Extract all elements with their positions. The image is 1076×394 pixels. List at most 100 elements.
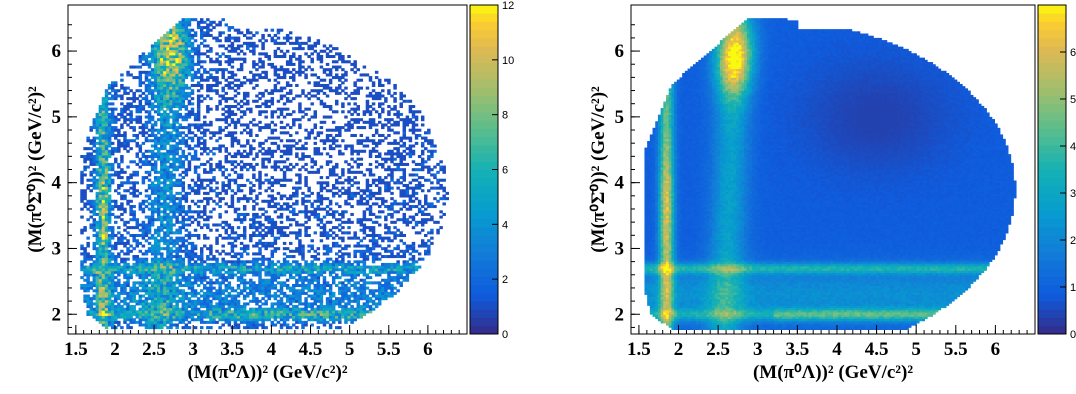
heat-cell	[144, 149, 149, 153]
heat-cell	[279, 110, 284, 114]
heat-cell	[310, 278, 314, 282]
heat-cell	[150, 233, 155, 238]
heat-cell	[301, 326, 305, 330]
heat-cell	[313, 249, 318, 253]
heat-cell	[135, 320, 139, 324]
heat-cell	[169, 291, 173, 295]
heat-cell	[246, 102, 250, 106]
heat-cell	[319, 218, 324, 222]
heat-cell	[307, 294, 311, 298]
heat-cell	[196, 68, 201, 72]
heat-cell	[212, 312, 216, 316]
heat-cell	[117, 278, 121, 282]
heat-cell	[141, 299, 146, 303]
heat-cell	[301, 70, 305, 74]
heat-cell	[288, 294, 293, 298]
heat-cell	[224, 315, 228, 319]
heat-cell	[227, 57, 232, 61]
heat-cell	[230, 297, 235, 301]
heat-cell	[123, 283, 127, 288]
heat-cell	[104, 91, 109, 95]
heat-cell	[310, 239, 314, 243]
heat-cell	[279, 207, 284, 211]
heat-cell	[322, 186, 327, 190]
heat-cell	[215, 302, 219, 306]
heat-cell	[295, 281, 299, 285]
heat-cell	[261, 126, 265, 130]
heat-cell	[104, 283, 109, 288]
heat-cell	[292, 118, 296, 122]
heat-cell	[236, 28, 241, 32]
heat-cell	[190, 265, 195, 269]
heat-cell	[276, 247, 281, 251]
heat-cell	[264, 247, 268, 251]
heat-cell	[301, 283, 305, 288]
heat-cell	[101, 239, 106, 243]
heat-cell	[199, 268, 204, 272]
heat-cell	[196, 265, 201, 269]
heat-cell	[169, 226, 173, 230]
heat-cell	[184, 68, 189, 72]
heat-cell	[246, 252, 250, 256]
heat-cell	[249, 189, 253, 193]
heat-cell	[178, 268, 182, 272]
heat-cell	[252, 207, 256, 211]
heat-cell	[249, 291, 253, 295]
heat-cell	[181, 47, 186, 51]
heat-cell	[288, 223, 293, 227]
heat-cell	[80, 247, 84, 251]
heat-cell	[95, 149, 100, 153]
heat-cell	[282, 41, 287, 45]
heat-cell	[138, 265, 143, 269]
heat-cell	[310, 170, 314, 174]
heat-cell	[166, 297, 170, 301]
heat-cell	[187, 286, 192, 290]
heat-cell	[160, 310, 164, 314]
heat-cell	[123, 262, 127, 266]
heat-cell	[304, 307, 308, 311]
heat-cell	[328, 189, 333, 193]
heat-cell	[160, 81, 164, 85]
heat-cell	[153, 310, 158, 314]
heat-cell	[150, 312, 155, 316]
heat-cell	[117, 186, 121, 190]
heat-cell	[123, 276, 127, 280]
heat-cell	[129, 299, 133, 303]
heat-cell	[126, 273, 130, 277]
heat-cell	[153, 65, 158, 69]
heat-cell	[86, 178, 90, 182]
heat-cell	[169, 315, 173, 319]
heat-cell	[144, 55, 149, 59]
heat-cell	[175, 152, 179, 156]
heat-cell	[249, 318, 253, 322]
heat-cell	[135, 189, 139, 193]
heat-cell	[295, 260, 299, 264]
heat-cell	[221, 70, 225, 74]
heat-cell	[184, 218, 189, 222]
heat-cell	[264, 241, 268, 245]
heat-cell	[157, 268, 161, 272]
heat-cell	[242, 302, 247, 306]
heat-cell	[160, 41, 164, 45]
heat-cell	[304, 52, 308, 56]
heat-cell	[325, 205, 330, 209]
heat-cell	[163, 162, 167, 166]
heat-cell	[261, 160, 265, 164]
heat-cell	[144, 102, 149, 106]
heat-cell	[227, 226, 232, 230]
heat-cell	[163, 197, 167, 201]
heat-cell	[126, 220, 130, 224]
heat-cell	[221, 220, 225, 224]
heat-cell	[221, 302, 225, 306]
heat-cell	[110, 118, 115, 122]
heat-cell	[328, 286, 333, 290]
heat-cell	[230, 318, 235, 322]
heat-cell	[181, 20, 186, 24]
heat-cell	[258, 323, 262, 327]
heat-cell	[104, 231, 109, 235]
heat-cell	[104, 265, 109, 269]
heat-cell	[288, 268, 293, 272]
heat-cell	[160, 268, 164, 272]
heat-cell	[221, 76, 225, 80]
heat-cell	[325, 220, 330, 224]
